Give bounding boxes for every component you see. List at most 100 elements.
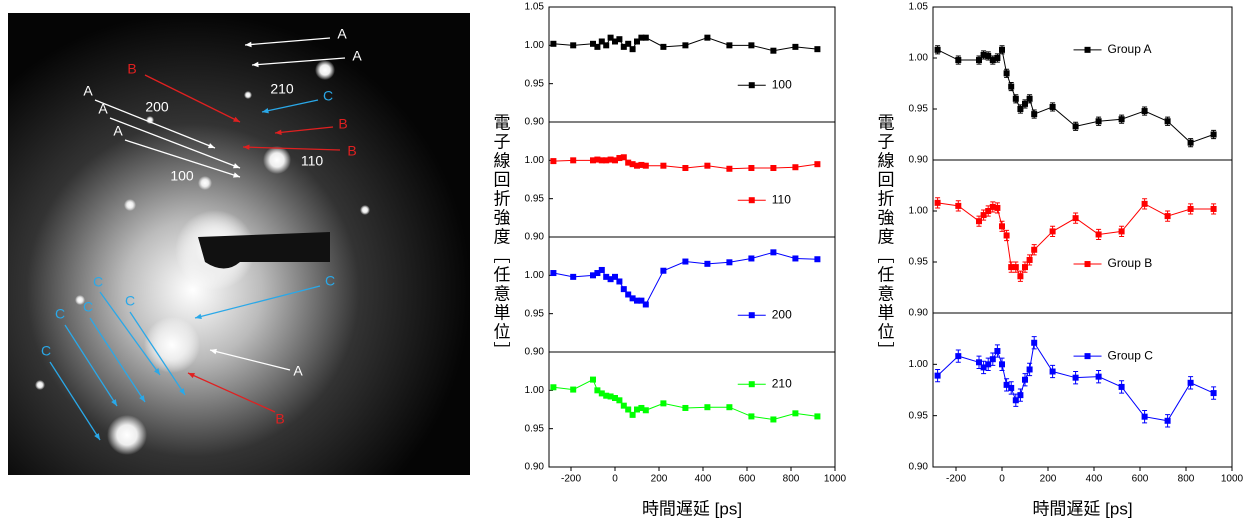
legend-label: 110 [772,192,791,206]
x-tick-label: 200 [1040,474,1057,485]
data-point [638,404,645,411]
data-point [726,42,733,49]
data-point [1187,379,1194,386]
data-point [634,406,640,413]
image-label: B [127,61,136,77]
data-point [616,278,623,285]
data-point [1049,228,1056,235]
image-label: A [352,48,362,64]
data-point [814,46,821,53]
data-point [814,256,821,263]
data-point [994,55,1001,61]
panel-frame [932,312,1233,468]
panel-frame [548,121,836,238]
data-point [1031,246,1038,253]
data-point [625,291,632,298]
data-point [770,249,777,256]
data-point [704,34,711,41]
data-point [1187,139,1194,146]
x-tick-label: 800 [783,474,800,485]
x-tick-label: 1000 [824,474,847,485]
y-axis-label: 電子線回折強度［任意単位］ [491,114,511,361]
arrow-head [233,172,240,178]
data-point [976,57,982,64]
image-label: A [113,123,123,139]
data-point [590,272,596,279]
data-point [660,43,667,50]
data-point [989,356,996,363]
data-point [638,297,645,304]
annotation-arrow [209,349,291,371]
data-point [607,276,614,283]
data-point [770,165,777,171]
diffraction-image [8,13,470,475]
data-point [590,376,596,383]
data-point [634,162,640,169]
image-label: A [337,26,347,42]
data-point [1026,95,1033,102]
x-tick-label: 600 [739,474,756,485]
data-point [625,159,632,166]
panel-frame [548,351,836,468]
y-tick-label: 0.90 [525,232,545,243]
panel-frame [932,6,1233,161]
data-point [1003,381,1010,388]
data-point [620,43,627,50]
data-point [1049,103,1056,110]
data-point [607,156,614,163]
data-point [726,259,733,266]
data-point [594,387,601,394]
annotation-arrow [64,324,118,407]
data-point [985,361,992,368]
data-point [1118,383,1125,390]
y-tick-label: 0.90 [909,462,929,473]
data-point [642,162,649,169]
image-label: A [293,363,303,379]
data-point [980,364,987,371]
data-point [1017,392,1024,399]
data-point [594,43,601,50]
data-point [814,413,821,420]
y-tick-label: 1.00 [909,53,929,64]
y-tick-label: 0.95 [909,104,929,115]
data-point [1164,118,1171,125]
data-point [1026,366,1033,373]
legend-label: 210 [772,376,792,390]
data-point [620,286,627,293]
legend-marker [748,82,755,89]
arrow-head [154,368,160,375]
x-tick-label: 600 [1132,474,1149,485]
data-point [748,413,755,420]
data-point [607,393,614,400]
data-point [570,273,577,280]
data-point [612,395,618,401]
annotation-arrow [261,99,319,113]
data-point [1022,100,1028,107]
image-label: C [125,293,135,309]
data-point [603,157,610,164]
legend-marker [1084,46,1091,53]
data-point [598,157,605,164]
y-tick-label: 1.05 [525,2,545,13]
data-point [792,164,799,171]
data-point [792,43,799,50]
data-point [1187,205,1194,212]
data-point [1118,116,1125,123]
y-tick-label: 1.00 [525,155,545,166]
y-tick-label: 0.95 [525,423,545,434]
data-point [1072,374,1079,381]
panel-frame [932,159,1233,314]
data-point [1210,205,1217,212]
data-point [955,57,962,64]
data-point [638,161,645,168]
x-tick-label: 1000 [1221,474,1244,485]
data-point [629,411,636,418]
legend-marker [1084,353,1091,360]
beam-stop [198,232,330,269]
arrow-head [195,313,202,320]
y-tick-label: 0.90 [909,308,929,319]
data-point [603,392,610,399]
data-point [1017,106,1024,112]
data-point [704,260,711,267]
data-point [598,266,605,273]
